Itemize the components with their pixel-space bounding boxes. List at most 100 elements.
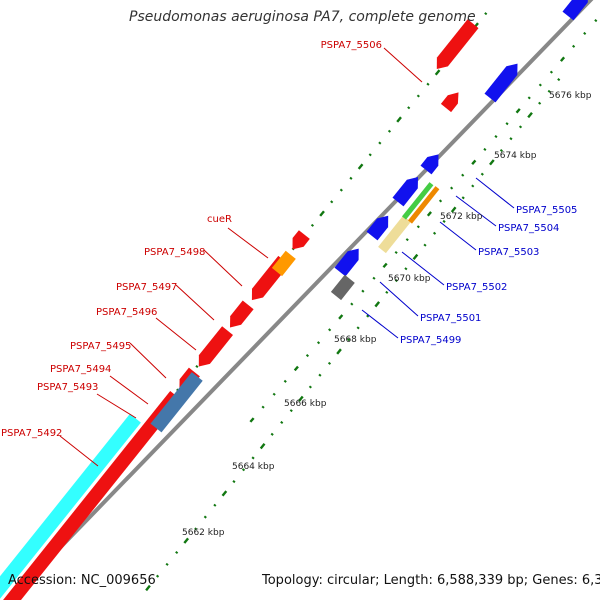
gene-label-pspa7-5506-leader <box>383 47 423 83</box>
tick-mark <box>261 405 265 409</box>
tick-mark <box>175 550 179 555</box>
tick-mark <box>394 250 398 255</box>
tick-mark <box>316 341 321 345</box>
tick-mark <box>328 328 332 332</box>
tick-mark <box>547 89 551 93</box>
gene-label-pspa7-5492: PSPA7_5492 <box>1 428 62 439</box>
reverse-gene-feature <box>3 391 182 600</box>
tick-mark <box>471 159 477 165</box>
tick-mark <box>251 456 255 460</box>
tick-mark <box>221 490 228 497</box>
misc-feature <box>150 372 203 433</box>
tick-mark <box>515 108 521 114</box>
tick-mark <box>350 302 354 306</box>
scale-label-5662: 5662 kbp <box>182 528 225 538</box>
rna-gene-feature <box>0 413 141 599</box>
scale-label-5664: 5664 kbp <box>232 462 275 472</box>
tick-mark <box>272 392 276 396</box>
gene-label-pspa7-5502-leader <box>401 251 445 286</box>
tick-mark <box>483 147 487 151</box>
tick-mark <box>549 70 553 74</box>
tick-mark <box>572 44 576 48</box>
tick-mark <box>374 301 381 308</box>
genome-summary: Topology: circular; Length: 6,588,339 bp… <box>262 573 600 588</box>
tick-marks-far-right <box>249 19 598 423</box>
scale-label-5672: 5672 kbp <box>440 212 483 222</box>
tick-mark <box>434 69 441 76</box>
tick-mark <box>195 364 199 369</box>
tick-mark <box>280 420 284 424</box>
orange-gene-feature <box>408 186 440 224</box>
tick-mark <box>183 537 190 544</box>
tick-mark <box>356 326 360 330</box>
tick-mark <box>305 354 310 358</box>
forward-gene-feature <box>420 154 439 175</box>
gene-label-pspa7-5498-leader <box>203 249 243 287</box>
tick-mark <box>423 243 427 247</box>
reverse-gene-feature <box>440 92 459 113</box>
tick-mark <box>194 527 198 531</box>
tick-mark <box>298 395 304 402</box>
tick-mark <box>538 101 542 105</box>
tick-mark <box>155 574 160 578</box>
tick-mark <box>357 163 364 170</box>
tick-mark <box>165 562 169 566</box>
scale-label-5666: 5666 kbp <box>284 399 327 409</box>
tick-mark <box>505 122 509 126</box>
tick-mark <box>416 225 420 229</box>
tick-mark <box>339 188 343 192</box>
gene-label-pspa7-5492-leader <box>59 435 99 467</box>
tick-mark <box>241 468 246 472</box>
tick-mark <box>283 379 287 383</box>
tick-mark <box>461 196 465 200</box>
gene-label-pspa7-5495-leader <box>129 342 167 379</box>
tick-mark <box>259 443 266 450</box>
gene-label-pspa7-5493-leader <box>96 393 137 419</box>
tick-mark <box>450 186 454 190</box>
tick-mark <box>308 385 312 389</box>
gene-label-cuer: cueR <box>207 214 232 225</box>
tick-mark <box>432 231 437 235</box>
gene-label-pspa7-5502: PSPA7_5502 <box>446 282 507 293</box>
gene-label-pspa7-5505: PSPA7_5505 <box>516 205 577 216</box>
tick-mark <box>338 314 344 320</box>
scale-label-5670: 5670 kbp <box>388 274 431 284</box>
scale-label-5668: 5668 kbp <box>334 335 377 345</box>
tick-mark <box>442 219 446 223</box>
tick-mark <box>438 199 443 203</box>
tick-mark <box>518 125 523 129</box>
gene-label-pspa7-5504: PSPA7_5504 <box>498 223 559 234</box>
gene-label-pspa7-5506: PSPA7_5506 <box>321 40 382 51</box>
tick-mark <box>289 409 293 413</box>
gene-label-pspa7-5498: PSPA7_5498 <box>144 247 205 258</box>
tick-mark <box>249 417 255 423</box>
reverse-gene-feature <box>292 230 310 250</box>
tick-mark <box>527 96 531 100</box>
tick-mark <box>327 361 332 365</box>
tick-mark <box>538 83 542 87</box>
tick-mark <box>396 116 402 123</box>
tick-mark <box>378 141 382 145</box>
green-gene-feature <box>402 182 434 220</box>
accession-text: Accession: NC_009656 <box>8 573 156 588</box>
tick-mark <box>416 94 420 98</box>
gene-label-pspa7-5495: PSPA7_5495 <box>70 341 131 352</box>
reverse-gene-feature <box>198 326 233 367</box>
gene-label-pspa7-5497: PSPA7_5497 <box>116 282 177 293</box>
tick-mark <box>405 238 409 242</box>
scale-label-5674: 5674 kbp <box>494 151 537 161</box>
tick-mark <box>404 267 408 271</box>
gene-label-pspa7-5493: PSPA7_5493 <box>37 382 98 393</box>
tick-mark <box>527 111 533 119</box>
gene-label-pspa7-5503: PSPA7_5503 <box>478 247 539 258</box>
reverse-gene-feature <box>230 300 254 328</box>
tick-mark <box>347 338 351 342</box>
gene-label-pspa7-5494: PSPA7_5494 <box>50 364 111 375</box>
tick-mark <box>318 373 322 377</box>
cuer-gene-feature <box>271 250 296 277</box>
scale-label-5676: 5676 kbp <box>549 91 592 101</box>
gene-label-pspa7-5499: PSPA7_5499 <box>400 335 461 346</box>
tick-mark <box>293 365 299 372</box>
